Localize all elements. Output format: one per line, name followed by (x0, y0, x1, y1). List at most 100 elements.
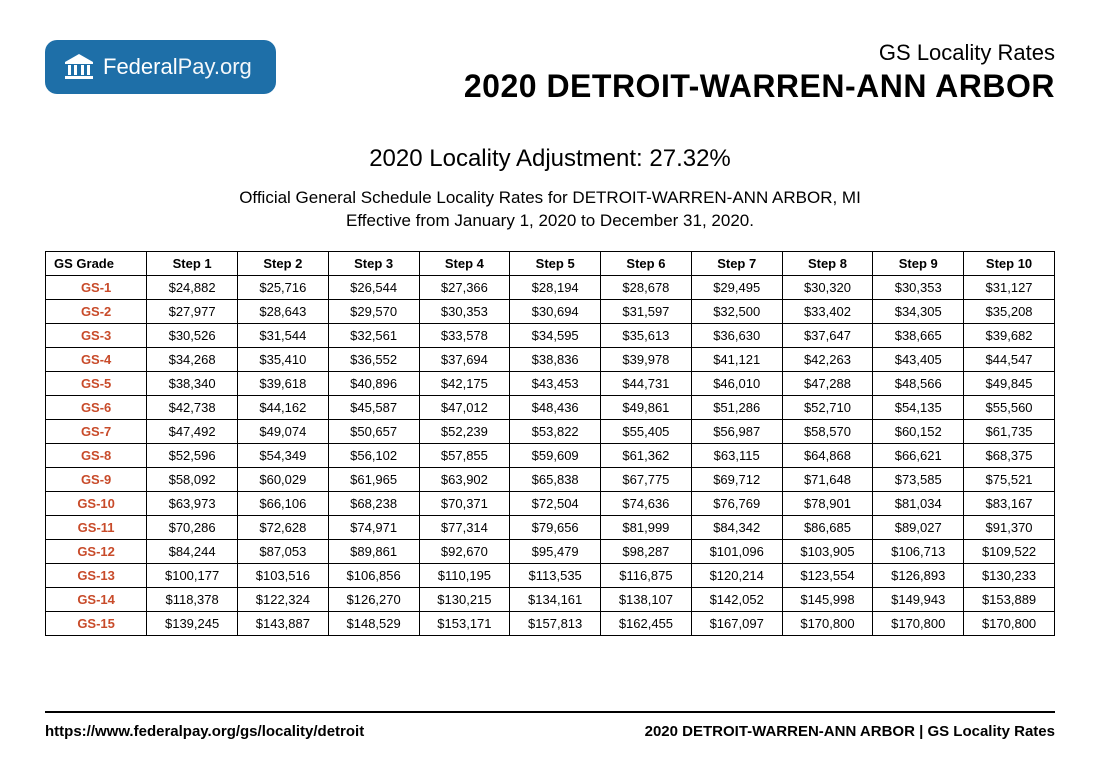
pay-cell: $84,342 (691, 515, 782, 539)
pay-cell: $63,973 (147, 491, 238, 515)
pay-cell: $130,215 (419, 587, 510, 611)
table-row: GS-8$52,596$54,349$56,102$57,855$59,609$… (46, 443, 1055, 467)
pay-cell: $42,738 (147, 395, 238, 419)
pay-cell: $60,152 (873, 419, 964, 443)
pay-cell: $91,370 (964, 515, 1055, 539)
grade-cell: GS-1 (46, 275, 147, 299)
pay-cell: $27,977 (147, 299, 238, 323)
pay-cell: $35,208 (964, 299, 1055, 323)
pay-cell: $113,535 (510, 563, 601, 587)
pay-cell: $34,595 (510, 323, 601, 347)
table-row: GS-1$24,882$25,716$26,544$27,366$28,194$… (46, 275, 1055, 299)
pay-cell: $73,585 (873, 467, 964, 491)
pay-cell: $33,578 (419, 323, 510, 347)
pay-cell: $126,893 (873, 563, 964, 587)
pay-cell: $70,286 (147, 515, 238, 539)
pay-cell: $30,320 (782, 275, 873, 299)
pay-cell: $86,685 (782, 515, 873, 539)
pay-cell: $56,987 (691, 419, 782, 443)
description: Official General Schedule Locality Rates… (45, 187, 1055, 233)
pay-cell: $153,889 (964, 587, 1055, 611)
pay-cell: $81,034 (873, 491, 964, 515)
title-block: GS Locality Rates 2020 DETROIT-WARREN-AN… (464, 40, 1055, 105)
pay-cell: $84,244 (147, 539, 238, 563)
pay-cell: $34,268 (147, 347, 238, 371)
pay-cell: $72,628 (237, 515, 328, 539)
pay-cell: $31,597 (601, 299, 692, 323)
grade-cell: GS-2 (46, 299, 147, 323)
pay-cell: $145,998 (782, 587, 873, 611)
pay-cell: $103,905 (782, 539, 873, 563)
pay-cell: $52,596 (147, 443, 238, 467)
grade-cell: GS-14 (46, 587, 147, 611)
table-row: GS-3$30,526$31,544$32,561$33,578$34,595$… (46, 323, 1055, 347)
pay-cell: $56,102 (328, 443, 419, 467)
description-line-2: Effective from January 1, 2020 to Decemb… (346, 211, 754, 230)
grade-cell: GS-3 (46, 323, 147, 347)
pay-cell: $45,587 (328, 395, 419, 419)
grade-cell: GS-7 (46, 419, 147, 443)
col-step-4: Step 4 (419, 251, 510, 275)
adjustment-line: 2020 Locality Adjustment: 27.32% (45, 145, 1055, 173)
table-row: GS-12$84,244$87,053$89,861$92,670$95,479… (46, 539, 1055, 563)
pay-cell: $58,570 (782, 419, 873, 443)
bank-icon (65, 54, 93, 80)
pay-cell: $67,775 (601, 467, 692, 491)
pay-cell: $43,453 (510, 371, 601, 395)
pay-cell: $95,479 (510, 539, 601, 563)
pay-cell: $35,410 (237, 347, 328, 371)
pay-cell: $63,902 (419, 467, 510, 491)
pay-cell: $68,375 (964, 443, 1055, 467)
pay-cell: $54,349 (237, 443, 328, 467)
pay-cell: $120,214 (691, 563, 782, 587)
pay-cell: $39,618 (237, 371, 328, 395)
pay-cell: $43,405 (873, 347, 964, 371)
pay-cell: $46,010 (691, 371, 782, 395)
pay-cell: $149,943 (873, 587, 964, 611)
grade-cell: GS-5 (46, 371, 147, 395)
pay-cell: $65,838 (510, 467, 601, 491)
pay-cell: $48,436 (510, 395, 601, 419)
col-step-3: Step 3 (328, 251, 419, 275)
col-grade: GS Grade (46, 251, 147, 275)
grade-cell: GS-15 (46, 611, 147, 635)
col-step-10: Step 10 (964, 251, 1055, 275)
pay-cell: $101,096 (691, 539, 782, 563)
pay-cell: $170,800 (782, 611, 873, 635)
pay-cell: $89,861 (328, 539, 419, 563)
table-row: GS-10$63,973$66,106$68,238$70,371$72,504… (46, 491, 1055, 515)
pay-cell: $61,965 (328, 467, 419, 491)
pay-cell: $48,566 (873, 371, 964, 395)
pay-cell: $53,822 (510, 419, 601, 443)
pay-cell: $32,500 (691, 299, 782, 323)
pay-cell: $29,495 (691, 275, 782, 299)
pay-cell: $30,353 (419, 299, 510, 323)
pay-cell: $55,405 (601, 419, 692, 443)
pay-cell: $38,836 (510, 347, 601, 371)
pay-cell: $148,529 (328, 611, 419, 635)
pay-table: GS GradeStep 1Step 2Step 3Step 4Step 5St… (45, 251, 1055, 636)
pay-cell: $38,340 (147, 371, 238, 395)
pay-cell: $27,366 (419, 275, 510, 299)
pay-cell: $55,560 (964, 395, 1055, 419)
pay-cell: $98,287 (601, 539, 692, 563)
pay-cell: $37,694 (419, 347, 510, 371)
pay-cell: $74,636 (601, 491, 692, 515)
pay-cell: $70,371 (419, 491, 510, 515)
col-step-1: Step 1 (147, 251, 238, 275)
pay-cell: $44,731 (601, 371, 692, 395)
pay-cell: $42,263 (782, 347, 873, 371)
pay-cell: $72,504 (510, 491, 601, 515)
pay-cell: $89,027 (873, 515, 964, 539)
pay-cell: $59,609 (510, 443, 601, 467)
pay-cell: $41,121 (691, 347, 782, 371)
grade-cell: GS-6 (46, 395, 147, 419)
pay-cell: $170,800 (964, 611, 1055, 635)
pay-cell: $68,238 (328, 491, 419, 515)
description-line-1: Official General Schedule Locality Rates… (239, 188, 861, 207)
pay-cell: $75,521 (964, 467, 1055, 491)
pay-cell: $52,710 (782, 395, 873, 419)
pay-cell: $26,544 (328, 275, 419, 299)
pay-cell: $31,127 (964, 275, 1055, 299)
pay-cell: $103,516 (237, 563, 328, 587)
